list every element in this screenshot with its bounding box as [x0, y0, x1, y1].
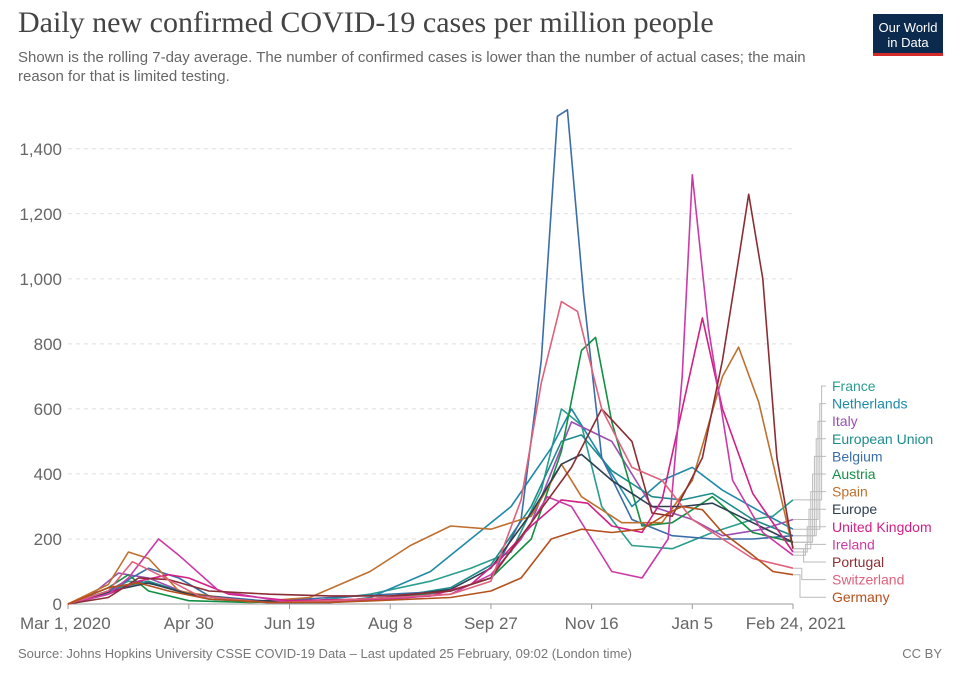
- x-tick-label: Sep 27: [464, 614, 518, 633]
- x-tick-label: Feb 24, 2021: [746, 614, 846, 633]
- legend-label-european-union: European Union: [832, 431, 933, 447]
- legend-connector: [793, 385, 826, 501]
- series-line-european-union: [67, 434, 794, 605]
- line-chart: 0 200 400 600 800 1,000 1,200 1,400 Mar 1, 2020 A…: [19, 109, 933, 633]
- x-tick-label: Apr 30: [164, 614, 214, 633]
- legend-connector: [793, 543, 826, 556]
- legend-label-europe: Europe: [832, 501, 877, 517]
- legend-label-italy: Italy: [832, 413, 858, 429]
- logo-line-2: in Data: [887, 35, 929, 50]
- y-tick-label: 1,200: [19, 205, 62, 224]
- legend-connector: [793, 403, 826, 530]
- chart-title: Daily new confirmed COVID-19 cases per m…: [18, 6, 714, 39]
- legend-label-united-kingdom: United Kingdom: [832, 519, 932, 535]
- legend-label-portugal: Portugal: [832, 554, 884, 570]
- y-tick-label: 200: [34, 530, 62, 549]
- legend-label-france: France: [832, 378, 876, 394]
- y-tick-label: 800: [34, 335, 62, 354]
- legend-label-netherlands: Netherlands: [832, 396, 908, 412]
- legend-connector: [793, 526, 826, 553]
- series-line-spain: [67, 346, 794, 605]
- x-tick-label: Jan 5: [672, 614, 714, 633]
- legend-label-belgium: Belgium: [832, 448, 883, 464]
- license-link[interactable]: CC BY: [902, 646, 942, 661]
- y-tick-label: 0: [53, 595, 62, 614]
- legend-connector: [793, 455, 826, 537]
- legend-label-ireland: Ireland: [832, 536, 875, 552]
- chart-subtitle: Shown is the rolling 7-day average. The …: [18, 49, 806, 85]
- y-tick-label: 1,000: [19, 270, 62, 289]
- series-line-united-kingdom: [67, 317, 794, 605]
- source-note: Source: Johns Hopkins University CSSE CO…: [18, 646, 632, 661]
- legend-connector: [793, 574, 826, 598]
- x-tick-label: Jun 19: [264, 614, 315, 633]
- legend-label-austria: Austria: [832, 466, 876, 482]
- legend-label-switzerland: Switzerland: [832, 572, 904, 588]
- x-tick-label: Aug 8: [368, 614, 412, 633]
- series-line-ireland: [67, 174, 794, 605]
- owid-logo[interactable]: Our World in Data: [873, 14, 943, 56]
- y-tick-label: 1,400: [19, 140, 62, 159]
- y-tick-label: 600: [34, 400, 62, 419]
- logo-line-1: Our World: [878, 20, 938, 35]
- legend-label-spain: Spain: [832, 484, 868, 500]
- x-tick-label: Mar 1, 2020: [20, 614, 111, 633]
- legend-connector: [793, 508, 826, 543]
- series-line-germany: [67, 505, 794, 605]
- series-line-europe: [67, 453, 794, 605]
- x-tick-label: Nov 16: [565, 614, 619, 633]
- legend-connector: [793, 420, 826, 520]
- series-line-belgium: [67, 109, 794, 605]
- series-line-portugal: [67, 193, 794, 605]
- legend-connector: [793, 548, 826, 563]
- legend-label-germany: Germany: [832, 589, 890, 605]
- y-tick-label: 400: [34, 465, 62, 484]
- legend-connector: [793, 567, 826, 581]
- series-line-austria: [67, 336, 794, 605]
